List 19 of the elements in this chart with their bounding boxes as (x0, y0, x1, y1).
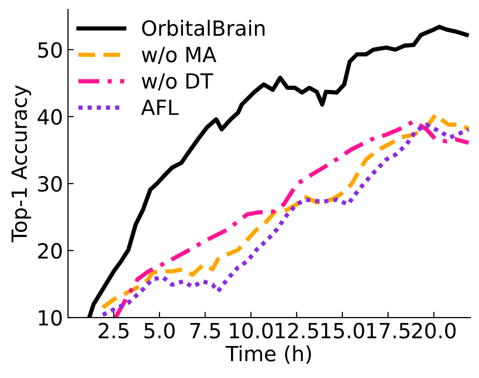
legend-label: AFL (141, 100, 179, 115)
y-tick-label: 30 (38, 176, 62, 192)
legend-label: OrbitalBrain (142, 20, 264, 36)
x-axis-title: Time (h) (226, 345, 311, 364)
y-tick-label: 20 (38, 243, 62, 259)
x-tick-label: 5.0 (144, 322, 175, 339)
x-tick-label: 20.0 (412, 322, 456, 339)
y-axis-title: Top-1 Accuracy (12, 85, 32, 242)
x-tick-label: 7.5 (190, 323, 220, 339)
x-tick-label: 2.5 (98, 322, 128, 339)
x-tick-label: 10.0 (230, 322, 273, 339)
x-tick-label: 12.5 (276, 322, 318, 339)
x-tick-label: 15.0 (321, 322, 364, 339)
y-tick-label: 10 (38, 310, 62, 326)
x-tick-label: 17.5 (367, 323, 410, 339)
legend-label: w/o DT (142, 73, 214, 90)
legend-label: w/o MA (142, 46, 216, 64)
y-tick-label: 40 (38, 109, 62, 125)
y-tick-label: 50 (38, 42, 62, 58)
